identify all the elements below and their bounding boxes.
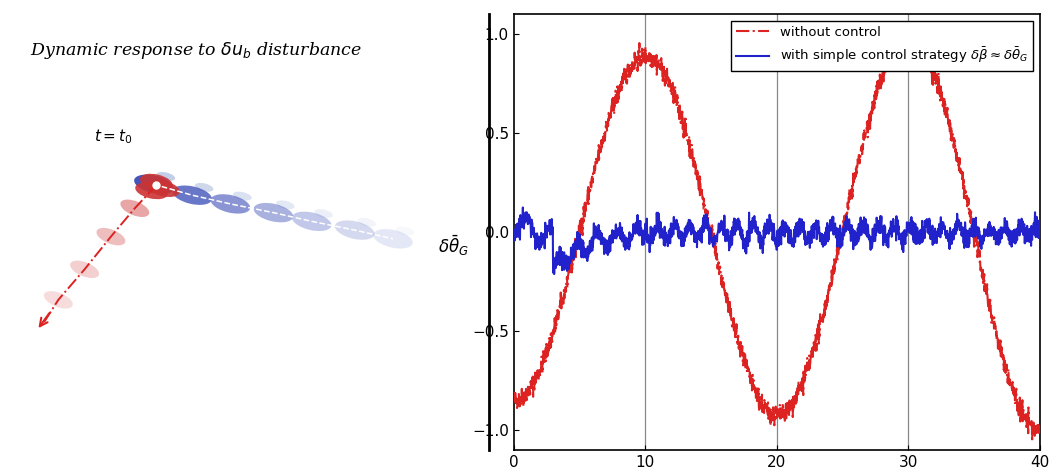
without control — [534, 367, 547, 373]
Ellipse shape — [233, 191, 252, 201]
Ellipse shape — [121, 200, 149, 217]
with simple control strategy $\delta\bar{\beta} \approx \delta\bar{\theta}_G$ — [763, 218, 776, 223]
with simple control strategy $\delta\bar{\beta} \approx \delta\bar{\theta}_G$ — [1018, 240, 1031, 246]
Ellipse shape — [314, 209, 333, 218]
with simple control strategy $\delta\bar{\beta} \approx \delta\bar{\theta}_G$ — [548, 271, 561, 277]
without control — [1033, 431, 1046, 437]
without control — [1017, 416, 1030, 421]
Ellipse shape — [335, 220, 375, 240]
with simple control strategy $\delta\bar{\beta} \approx \delta\bar{\theta}_G$ — [750, 223, 762, 228]
without control — [749, 388, 761, 393]
Ellipse shape — [44, 291, 72, 309]
with simple control strategy $\delta\bar{\beta} \approx \delta\bar{\theta}_G$ — [922, 228, 934, 234]
with simple control strategy $\delta\bar{\beta} \approx \delta\bar{\theta}_G$ — [517, 205, 529, 210]
Text: $t=t_0$: $t=t_0$ — [93, 127, 132, 146]
Ellipse shape — [276, 201, 295, 209]
Legend: without control, with simple control strategy $\delta\bar{\beta} \approx \delta\: without control, with simple control str… — [731, 21, 1033, 71]
Ellipse shape — [254, 203, 293, 222]
without control — [507, 395, 520, 401]
Line: without control: without control — [513, 29, 1040, 442]
Ellipse shape — [357, 218, 376, 227]
Ellipse shape — [135, 182, 168, 199]
Text: $\delta\bar{\theta}_G$: $\delta\bar{\theta}_G$ — [439, 233, 469, 257]
Ellipse shape — [156, 172, 175, 181]
Ellipse shape — [97, 228, 125, 246]
Ellipse shape — [172, 185, 212, 205]
Ellipse shape — [70, 261, 99, 278]
with simple control strategy $\delta\bar{\beta} \approx \delta\bar{\theta}_G$ — [534, 233, 547, 239]
with simple control strategy $\delta\bar{\beta} \approx \delta\bar{\theta}_G$ — [1018, 231, 1031, 237]
Ellipse shape — [211, 194, 250, 214]
without control — [922, 59, 934, 65]
with simple control strategy $\delta\bar{\beta} \approx \delta\bar{\theta}_G$ — [1033, 225, 1046, 230]
without control — [1018, 413, 1031, 419]
without control — [900, 27, 912, 32]
Ellipse shape — [292, 212, 332, 231]
Ellipse shape — [147, 180, 180, 197]
Ellipse shape — [396, 227, 414, 236]
Ellipse shape — [373, 229, 413, 248]
Ellipse shape — [195, 183, 213, 192]
without control — [763, 405, 776, 411]
Ellipse shape — [134, 174, 173, 194]
Line: with simple control strategy $\delta\bar{\beta} \approx \delta\bar{\theta}_G$: with simple control strategy $\delta\bar… — [513, 208, 1040, 274]
Text: Dynamic response to $\delta u_b$ disturbance: Dynamic response to $\delta u_b$ disturb… — [29, 40, 362, 62]
Ellipse shape — [140, 174, 172, 191]
without control — [1026, 439, 1038, 445]
with simple control strategy $\delta\bar{\beta} \approx \delta\bar{\theta}_G$ — [507, 233, 520, 238]
